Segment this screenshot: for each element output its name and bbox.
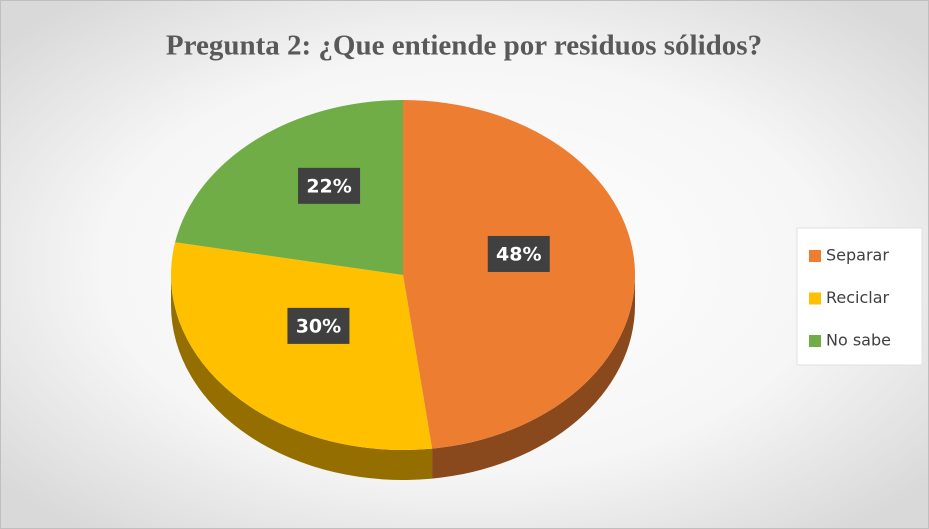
chart-title: Pregunta 2: ¿Que entiende por residuos s… (166, 30, 762, 62)
data-label-box (298, 167, 361, 204)
legend-label: Separar (826, 246, 889, 265)
slice-side (171, 275, 433, 480)
data-label: 48% (496, 243, 541, 265)
slice (170, 242, 433, 451)
legend-label: No sabe (826, 331, 891, 350)
data-label: 30% (296, 315, 341, 337)
legend-label: Reciclar (826, 288, 890, 307)
slice (403, 100, 636, 449)
slice (175, 100, 403, 275)
legend-swatch (809, 250, 821, 262)
data-label: 22% (306, 175, 351, 197)
data-label-box (287, 307, 350, 344)
legend-swatch (809, 292, 821, 305)
legend-swatch (809, 335, 821, 347)
slice-side (432, 275, 635, 479)
data-label-box (487, 235, 550, 272)
